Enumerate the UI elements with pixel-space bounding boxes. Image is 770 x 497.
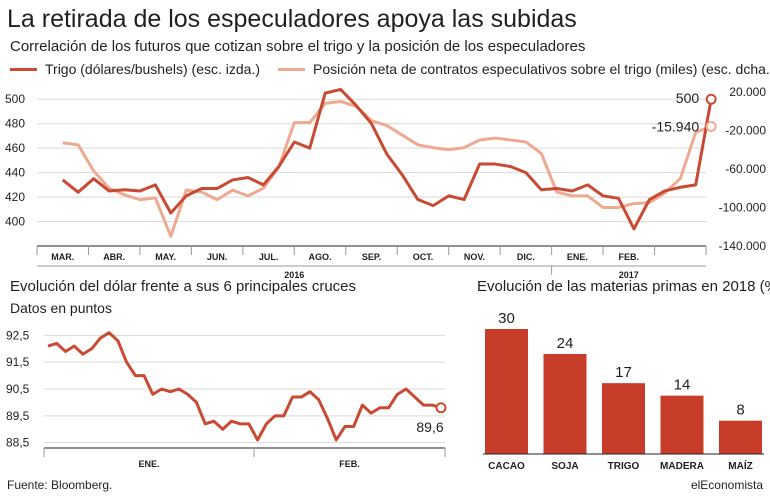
legend-label-speculators: Posición neta de contratos especulativos… (313, 61, 770, 77)
end-label-wheat: 500 (676, 90, 700, 106)
bar-soja (543, 354, 587, 454)
end-label-speculators: -15.940 (652, 118, 700, 134)
y-right-tick-label: -20.000 (725, 123, 766, 137)
x-tick-label: DIC. (517, 252, 535, 262)
bar-madera (660, 395, 704, 454)
end-label-dollar: 89,6 (416, 419, 443, 435)
end-point-wheat (705, 93, 717, 105)
y-right-tick-label: 20.000 (729, 85, 766, 99)
bar-category-label: CACAO (488, 461, 525, 472)
chart-subtitle: Correlación de los futuros que cotizan s… (10, 38, 586, 55)
x-tick-label: JUN. (207, 252, 228, 262)
legend-item-speculators: Posición neta de contratos especulativos… (278, 61, 770, 77)
series-line-wheat (61, 87, 713, 231)
bar-value-label: 14 (674, 377, 691, 394)
year-label-2017: 2017 (619, 270, 639, 280)
dollar-x-tick-label: FEB. (339, 459, 360, 469)
end-point-dollar (435, 402, 447, 414)
x-tick-label: NOV. (464, 252, 485, 262)
bar-maíz (719, 420, 762, 454)
y-right-tick-label: -140.000 (719, 239, 767, 253)
dollar-chart-unit: Datos en puntos (10, 300, 112, 316)
dollar-y-tick-label: 89,5 (6, 409, 30, 423)
bar-value-label: 8 (736, 402, 744, 419)
x-tick-label: ABR. (103, 252, 125, 262)
bar-value-label: 24 (557, 335, 574, 352)
y-right-tick-label: -60.000 (725, 162, 766, 176)
brand-logo: elEconomista (690, 478, 763, 492)
source-note: Fuente: Bloomberg. (7, 478, 113, 492)
commodities-chart-title: Evolución de las materias primas en 2018… (477, 278, 770, 295)
legend-label-wheat: Trigo (dólares/bushels) (esc. izda.) (45, 61, 261, 77)
dollar-chart-title: Evolución del dólar frente a sus 6 princ… (10, 278, 357, 295)
bar-category-label: MAÍZ (728, 459, 752, 472)
page-title: La retirada de los especuladores apoya l… (7, 5, 577, 33)
series-line-dollar (47, 331, 442, 442)
x-tick-label: JUL. (259, 252, 279, 262)
y-left-tick-label: 400 (5, 215, 25, 229)
legend-item-wheat: Trigo (dólares/bushels) (esc. izda.) (10, 61, 260, 77)
legend-swatch-wheat (10, 67, 37, 71)
series-line-speculators (62, 99, 712, 238)
y-right-tick-label: -100.000 (719, 200, 767, 214)
bar-value-label: 30 (498, 310, 515, 327)
x-tick-label: AGO. (309, 252, 332, 262)
dollar-y-tick-label: 92,5 (6, 328, 30, 342)
end-point-speculators (705, 120, 717, 132)
dollar-y-tick-label: 90,5 (6, 382, 30, 396)
year-label-2016: 2016 (284, 270, 304, 280)
bar-value-label: 17 (615, 364, 632, 381)
bar-category-label: MADERA (660, 461, 704, 472)
bar-category-label: SOJA (551, 461, 578, 472)
x-tick-label: ENE. (567, 252, 588, 262)
bar-trigo (602, 383, 645, 454)
y-left-tick-label: 420 (5, 190, 25, 204)
y-left-tick-label: 500 (5, 92, 25, 106)
y-left-tick-label: 460 (5, 141, 25, 155)
bar-cacao (485, 329, 528, 454)
x-tick-label: MAR. (51, 252, 74, 262)
x-tick-label: OCT. (413, 252, 434, 262)
x-tick-label: MAY. (155, 252, 176, 262)
bar-category-label: TRIGO (608, 461, 640, 472)
x-tick-label: SEP. (362, 252, 381, 262)
dollar-y-tick-label: 91,5 (6, 355, 30, 369)
y-left-tick-label: 440 (5, 166, 25, 180)
dollar-y-tick-label: 88,5 (6, 436, 30, 450)
x-tick-label: FEB. (619, 252, 640, 262)
y-left-tick-label: 480 (5, 117, 25, 131)
legend-swatch-speculators (278, 67, 305, 71)
dollar-x-tick-label: ENE. (138, 459, 159, 469)
